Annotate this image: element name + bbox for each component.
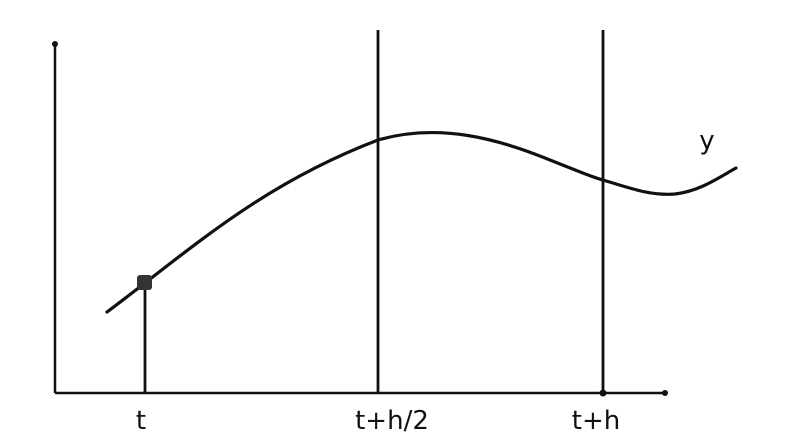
curve-label-y: y — [699, 126, 714, 156]
tick-label-t-half: t+h/2 — [355, 406, 429, 436]
y-axis-tip-dot — [52, 41, 58, 47]
solution-curve — [105, 130, 738, 314]
tick-label-t-full: t+h — [572, 406, 620, 436]
tick-label-t: t — [136, 406, 146, 436]
start-point-marker — [137, 275, 152, 290]
t-full-axis-dot — [599, 389, 607, 397]
x-axis-tip-dot — [662, 390, 668, 396]
